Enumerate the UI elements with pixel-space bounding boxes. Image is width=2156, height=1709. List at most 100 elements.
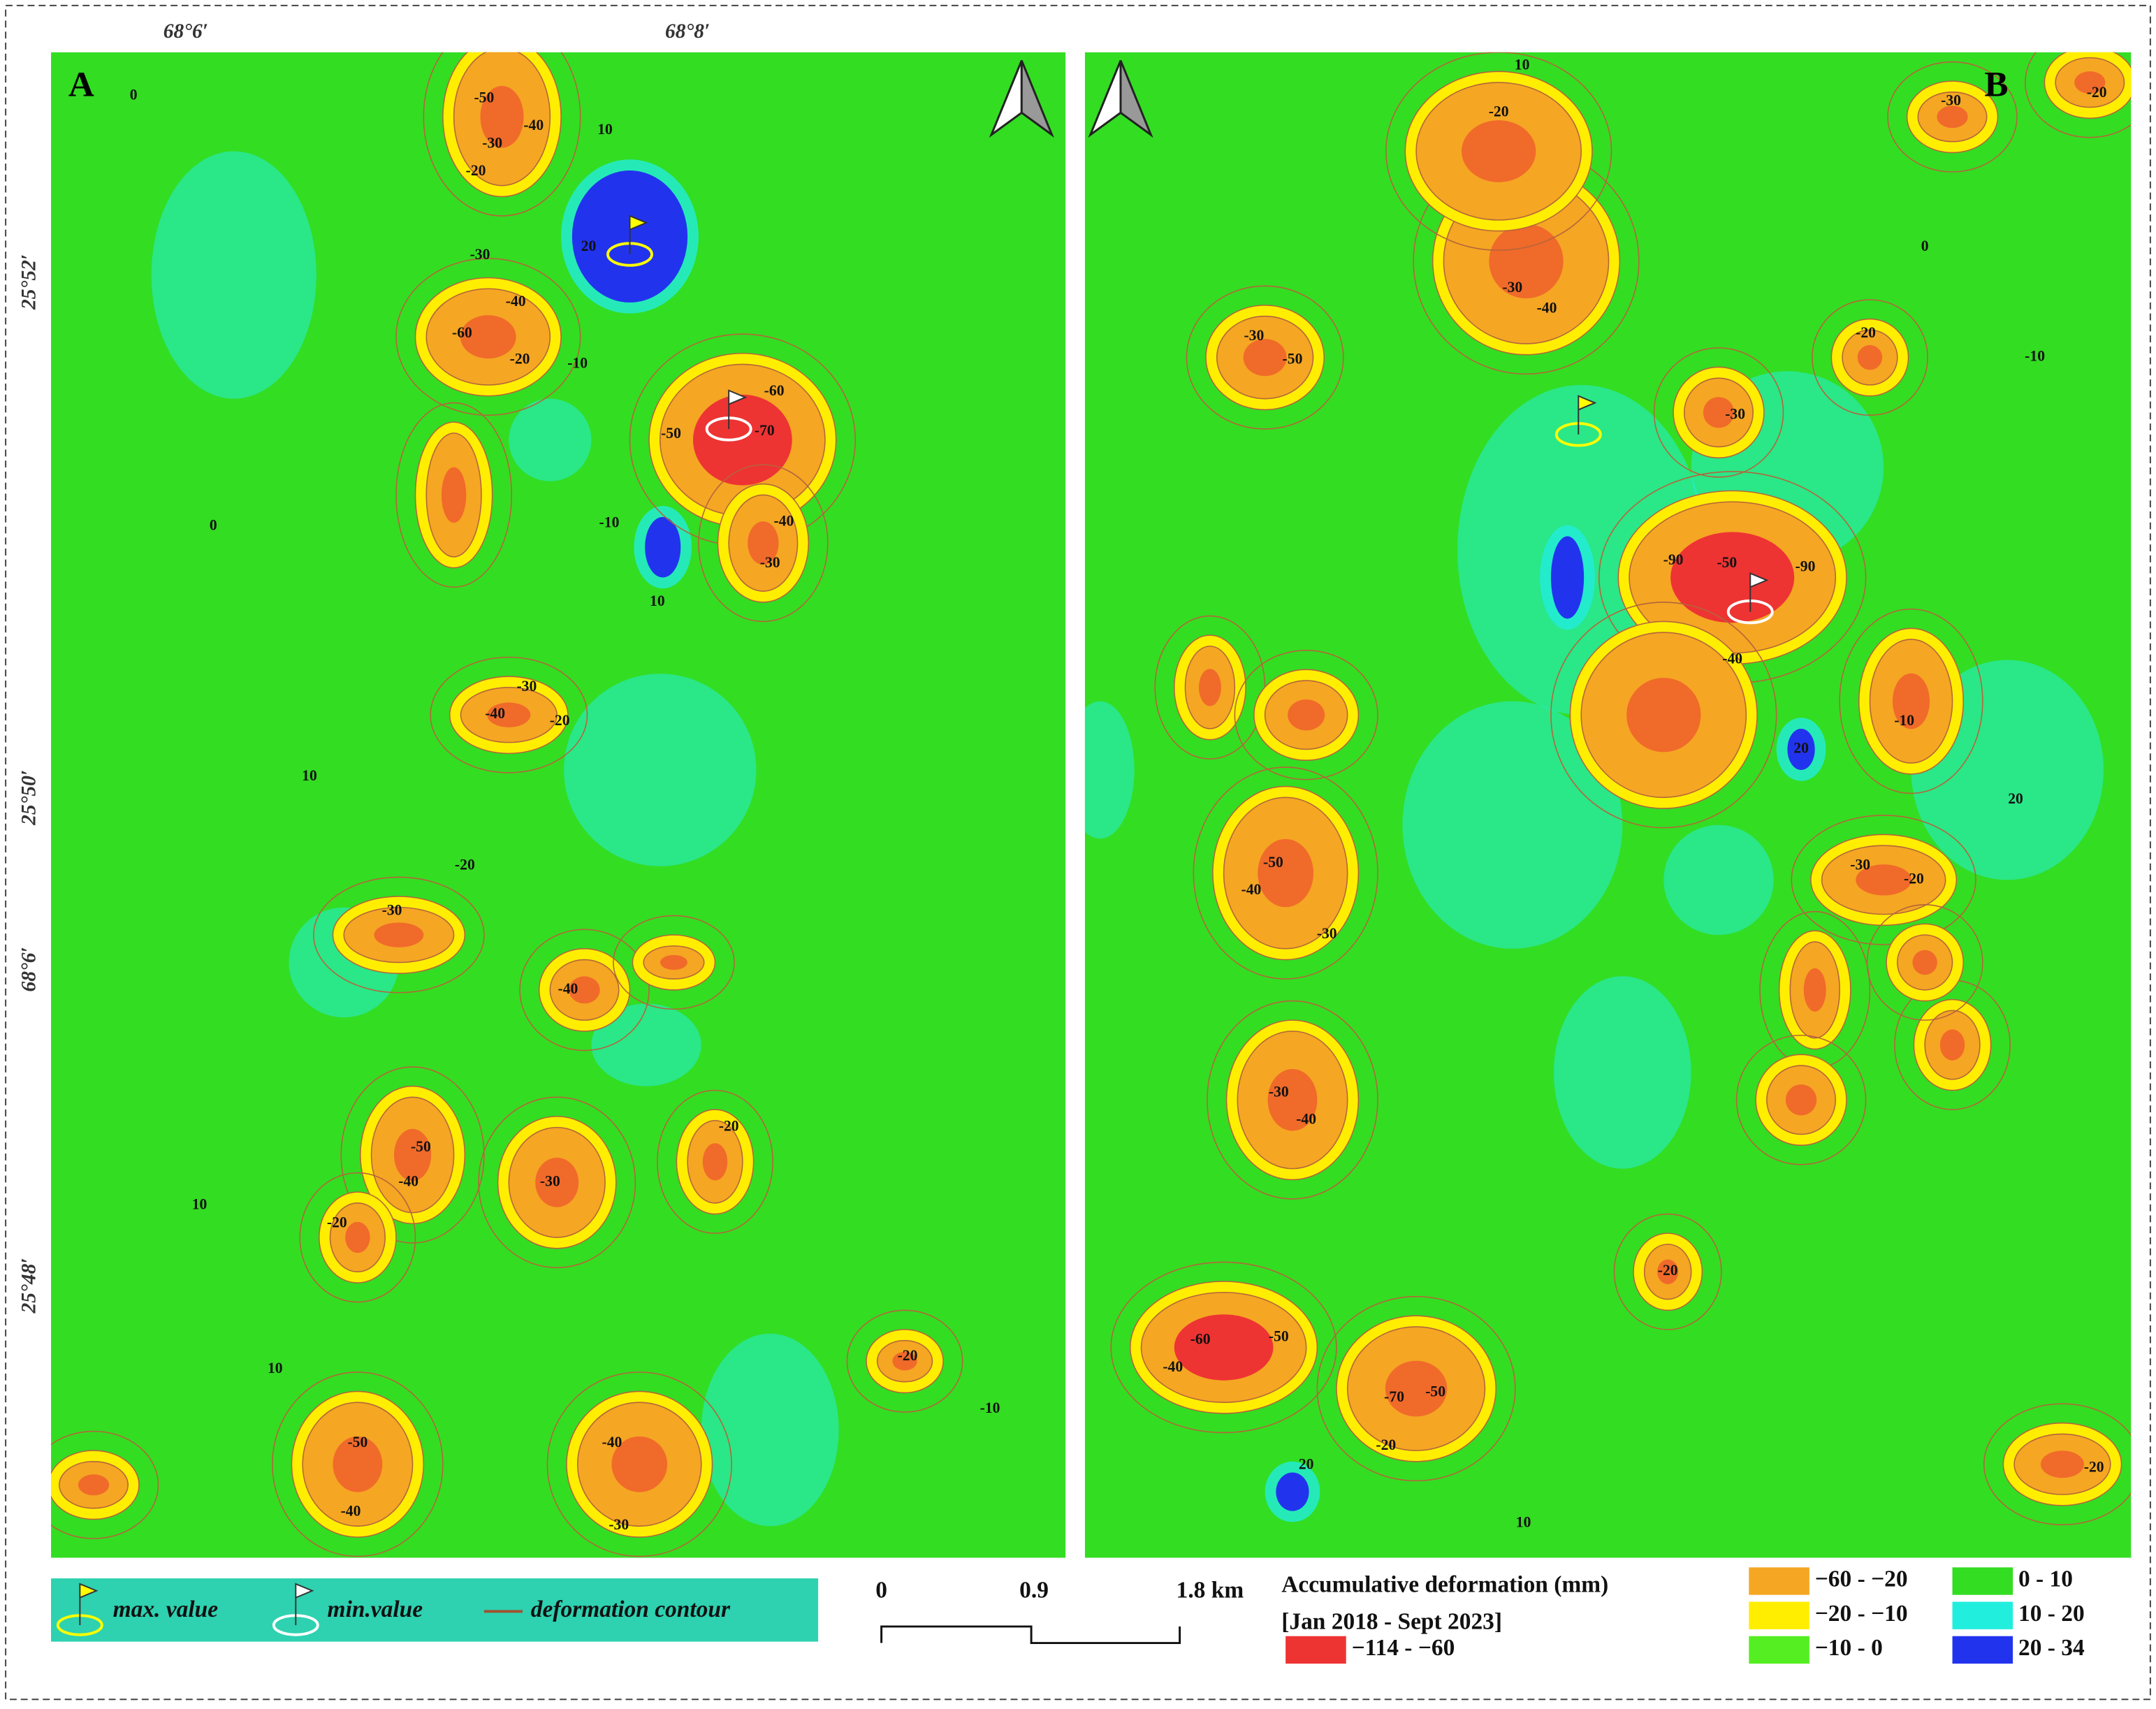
contour-ring [519, 929, 650, 1052]
subsidence-core [1243, 339, 1287, 377]
contour-label: -90 [1796, 558, 1816, 575]
contour-ring [1735, 1034, 1867, 1165]
axis-label: 25°52′ [17, 254, 40, 310]
contour-ring [395, 402, 513, 588]
scale-label: 0.9 [1019, 1577, 1049, 1603]
subsidence-core [1174, 1314, 1274, 1381]
contour-ring [51, 1430, 159, 1539]
contour-label: -30 [516, 678, 537, 694]
contour-label: 20 [1299, 1456, 1314, 1473]
contour-label: -50 [1425, 1383, 1445, 1399]
contour-label: -30 [609, 1516, 629, 1533]
contour-ring [430, 656, 588, 773]
contour-ring [1839, 608, 1983, 794]
contour-label: -50 [347, 1434, 367, 1450]
symbol-box [51, 1578, 819, 1642]
contour-label: -40 [485, 705, 505, 722]
contour-ring [613, 915, 735, 1010]
contour-label: 0 [210, 517, 217, 534]
contour-label: -40 [523, 117, 544, 133]
contour-label: -40 [341, 1503, 361, 1520]
contour-label: -30 [1725, 405, 1745, 422]
contour-label: -20 [2084, 1459, 2104, 1476]
min-flag [295, 1583, 314, 1625]
subsidence-core [693, 394, 792, 486]
panel-label: B [1984, 65, 2008, 105]
subsidence-core [1657, 1259, 1679, 1284]
max-flag [79, 1583, 99, 1625]
subsidence-core [460, 315, 516, 359]
panel-a: 0 -50 -40 -30 -20 10 20 -30 -60 -40 -20 -10 -60 -70 -5… [51, 52, 1066, 1558]
contour-label: -30 [1269, 1083, 1289, 1100]
contour-label: -10 [980, 1399, 1000, 1416]
subsidence-core [1857, 344, 1883, 370]
contour-label: -20 [719, 1118, 739, 1135]
contour-ring [1110, 1261, 1337, 1434]
contour-label: -40 [773, 513, 794, 530]
contour-label: -40 [1241, 881, 1262, 898]
uplift-zone [1663, 824, 1774, 936]
contour-label: -50 [1269, 1328, 1289, 1345]
subsidence-core [1803, 968, 1826, 1012]
contour-label: -30 [382, 902, 402, 919]
strong-uplift [1276, 1472, 1309, 1511]
panel-label: A [68, 65, 94, 105]
contour-label: 10 [597, 121, 613, 138]
axis-label: 68°8′ [665, 20, 710, 43]
contour-label: -60 [452, 324, 472, 341]
contour-label: -30 [1317, 925, 1337, 942]
axis-label: 68°6′ [17, 947, 40, 991]
north-arrow [1020, 60, 1054, 138]
subsidence-core [345, 1221, 370, 1253]
contour-ring [1887, 61, 2018, 173]
contour-label: -40 [1722, 650, 1742, 667]
uplift-zone [1402, 701, 1623, 949]
contour-ring [546, 1372, 732, 1557]
class-label: 10 - 20 [2018, 1601, 2085, 1627]
legend: max. value min.value deformation contour… [51, 1566, 2085, 1664]
class-label: −114 - −60 [1352, 1635, 1455, 1661]
subsidence-core [480, 85, 524, 148]
legend-title: Accumulative deformation (mm) [1281, 1572, 1608, 1598]
subsidence-core [892, 1351, 917, 1371]
contour-ring [1983, 1403, 2132, 1526]
contour-label: -60 [1190, 1331, 1211, 1348]
frame [5, 4, 2151, 1701]
class-swatch [1285, 1636, 1346, 1664]
subsidence-core [1267, 1068, 1318, 1131]
subsidence-core [441, 467, 467, 523]
contour-label: -40 [1296, 1111, 1316, 1128]
uplift-zone [1084, 701, 1135, 839]
subsidence-core [1385, 1360, 1448, 1417]
contour-label: 10 [192, 1196, 207, 1213]
class-swatch [1749, 1601, 1809, 1629]
legend-label: max. value [113, 1597, 219, 1622]
contour-label: -20 [550, 712, 570, 729]
class-label: 0 - 10 [2018, 1566, 2073, 1592]
contour-label: -30 [470, 246, 490, 263]
contour-label: 10 [1515, 56, 1530, 73]
contour-label: -30 [1502, 279, 1522, 296]
contour-label: -50 [1717, 554, 1737, 571]
contour-label: -10 [1894, 712, 1914, 729]
contour-label: -50 [661, 425, 681, 442]
legend-label: min.value [328, 1597, 423, 1622]
class-swatch [1952, 1567, 2013, 1595]
subsidence-core [1288, 699, 1325, 731]
uplift-zone [701, 1333, 839, 1527]
subsidence-core [1892, 673, 1930, 729]
contour-label: -20 [466, 162, 486, 179]
contour-label: 10 [302, 767, 317, 784]
subsidence-core [535, 1157, 579, 1207]
class-swatch [1749, 1567, 1809, 1595]
axis-label: 68°6′ [163, 20, 208, 43]
contour-ring [1193, 766, 1378, 980]
subsidence-core [394, 1128, 432, 1181]
contour-label: -10 [567, 354, 588, 371]
strong-uplift [1550, 536, 1585, 619]
contour-label: -10 [2025, 348, 2045, 365]
subsidence-core [1626, 678, 1701, 752]
class-label: −60 - −20 [1815, 1566, 1908, 1592]
contour-label: -40 [1537, 300, 1557, 317]
